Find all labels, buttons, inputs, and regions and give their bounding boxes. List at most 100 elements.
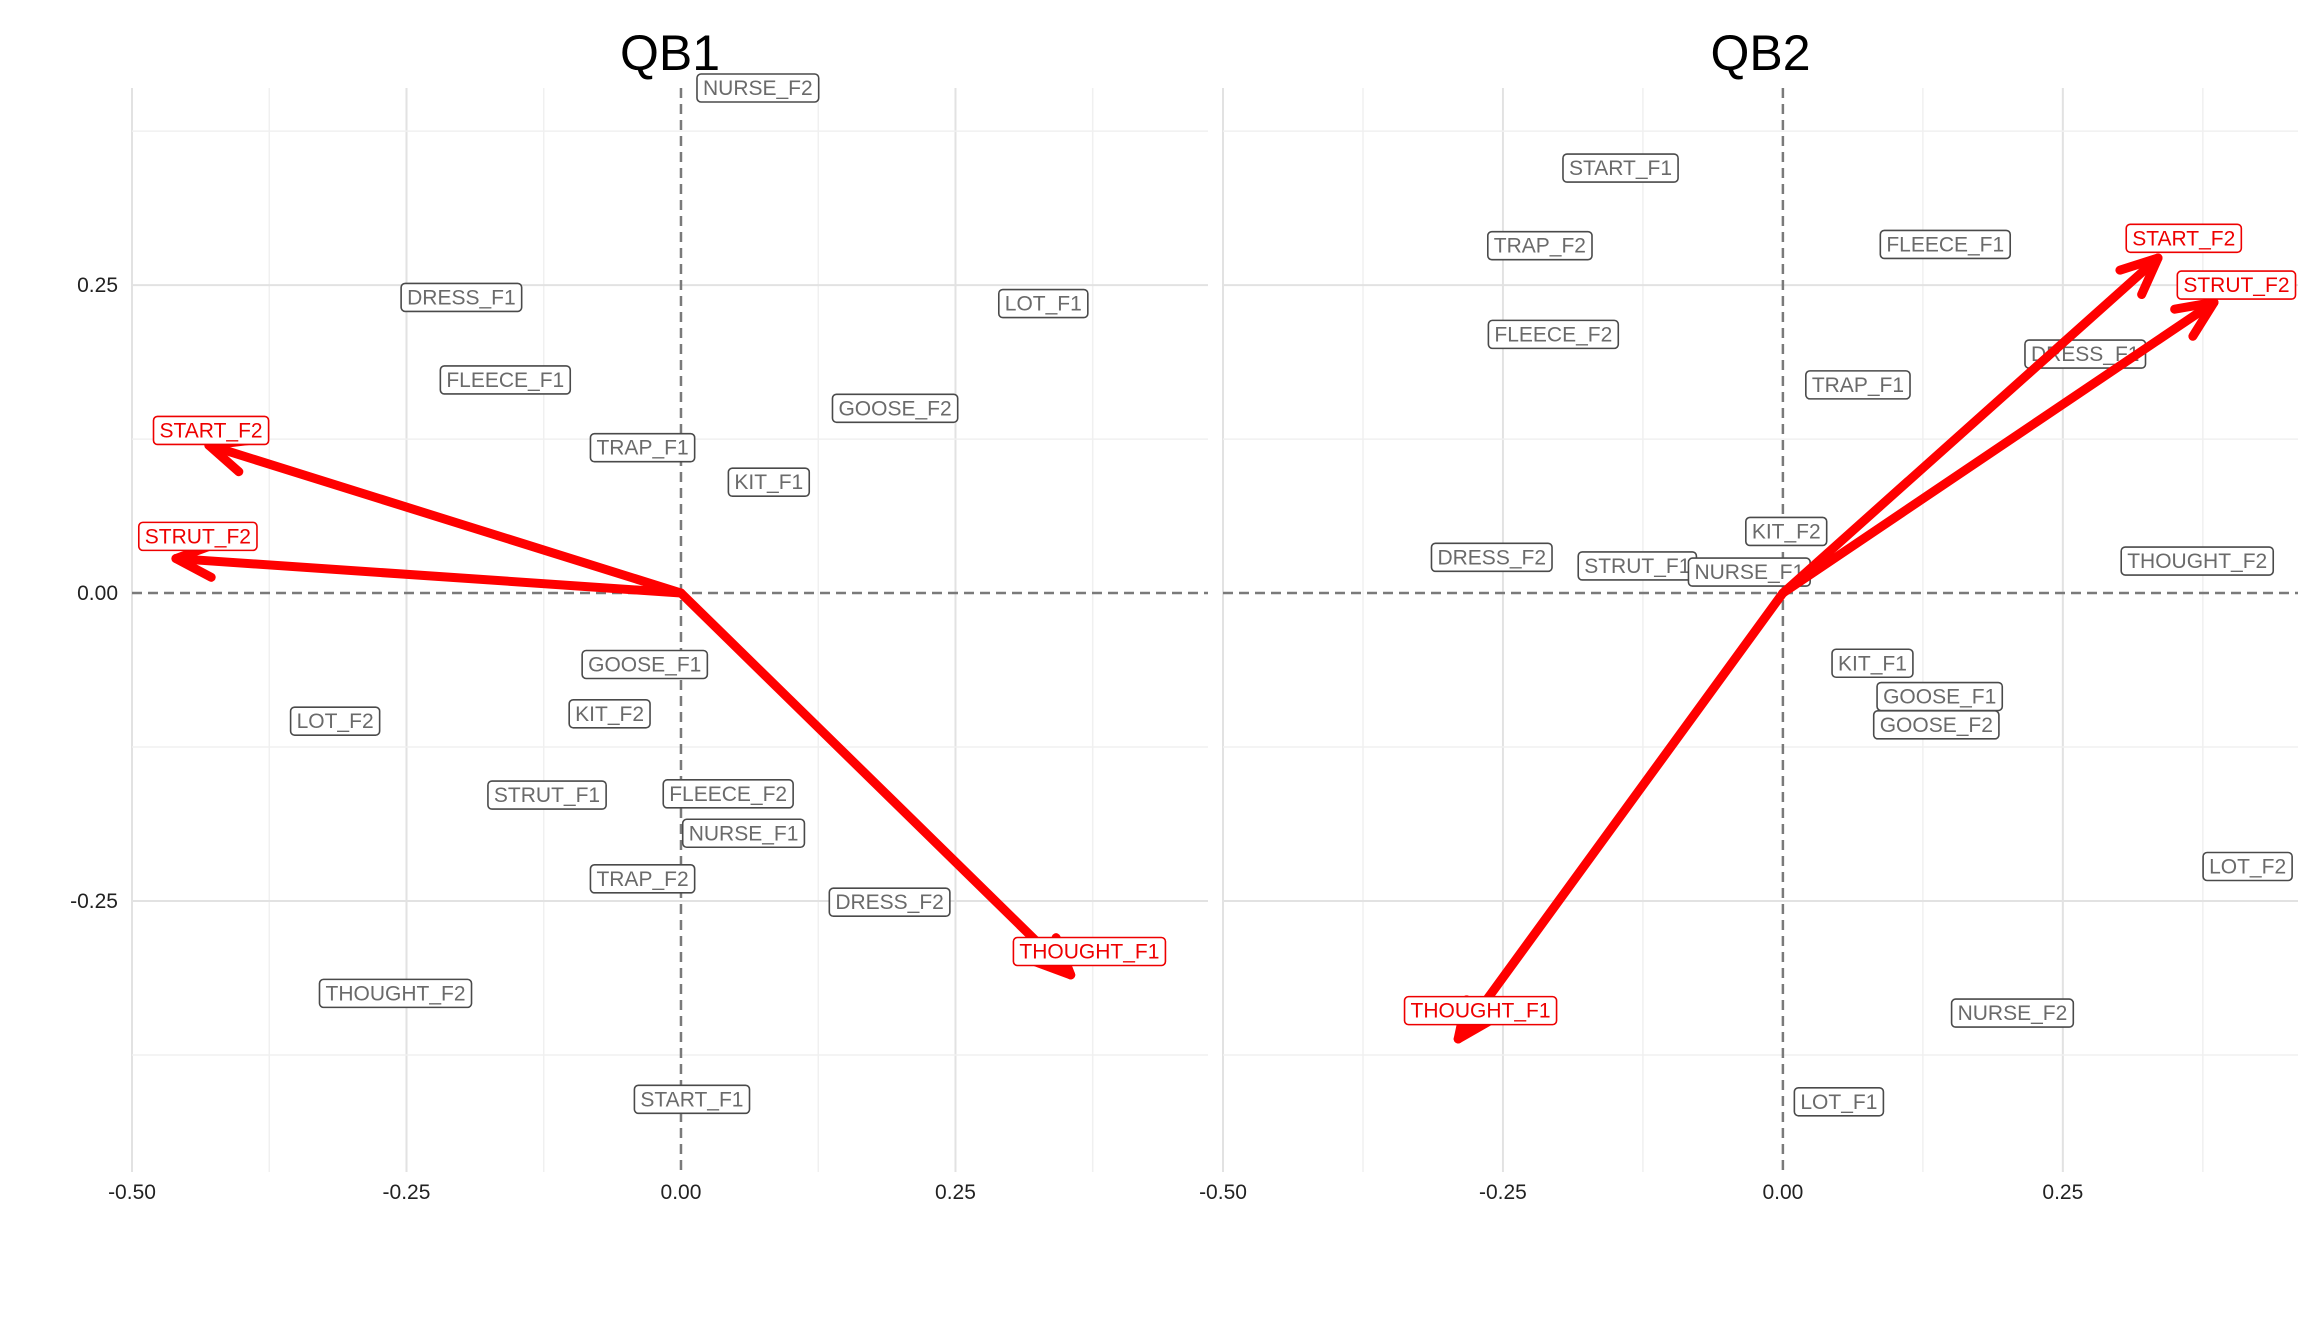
qb1-x-tick-label: -0.50 [108,1181,156,1204]
qb2-x-tick-label: 0.25 [2042,1181,2083,1204]
qb2-variable-label: THOUGHT_F2 [2120,546,2275,576]
qb2-supplementary-arrow: STRUT_F2 [1778,270,2297,598]
qb2-x-tick-label: -0.50 [1199,1181,1247,1204]
qb1-label-text: GOOSE_F2 [838,397,951,420]
qb2-label-box [2120,546,2275,576]
qb1-x-tick-label: -0.25 [383,1181,431,1204]
qb2-x-axis: -0.50 -0.25 0.00 0.25 [1199,1181,2083,1204]
qb1-label-text: GOOSE_F1 [588,653,701,676]
qb1-label-text: LOT_F1 [1005,293,1082,316]
qb1-variable-label: NURSE_F2 [696,73,820,103]
qb2-arrow-label-box [2125,223,2243,254]
qb2-arrow-head [2170,297,2219,341]
qb2-label-text: LOT_F2 [2209,856,2286,879]
qb2-variable-label: GOOSE_F1 [1876,681,2004,712]
qb2-label-text: FLEECE_F2 [1494,323,1612,346]
qb1-label-box [633,1084,751,1115]
qb2-arrow-label-box [2176,270,2297,300]
qb2-variable-label: KIT_F1 [1831,648,1914,679]
qb2-label-text: THOUGHT_F2 [2127,550,2267,573]
qb1-variable-label: LOT_F2 [289,706,381,736]
qb1-variable-labels: NURSE_F2 DRESS_F1 LOT_F1 FLEECE_F1 GOOSE_F2 T… [289,73,1089,1115]
qb1-variable-label: GOOSE_F2 [831,393,959,424]
qb1-label-box [487,780,607,810]
qb1-label-text: THOUGHT_F2 [326,982,466,1005]
qb1-x-tick-label: 0.00 [661,1181,702,1204]
panel-qb1: QB1 -0.50 -0.25 0.00 0.25 0.25 0.00 -0.2… [70,25,1208,1204]
qb2-label-text: NURSE_F1 [1694,561,1804,584]
qb1-variable-label: NURSE_F1 [681,818,806,849]
qb1-arrow-label-box [152,415,270,446]
qb1-label-box [681,818,806,849]
qb1-arrow-label-box [1012,936,1167,967]
qb2-supplementary-arrow: START_F2 [1778,223,2243,598]
qb2-x-tick-label: -0.25 [1479,1181,1527,1204]
qb2-supplementary-arrow: THOUGHT_F1 [1403,588,1788,1044]
qb2-label-text: LOT_F1 [1800,1091,1877,1114]
qb1-supplementary-arrows: START_F2 STRUT_F2 THOUGHT_F1 [137,415,1167,980]
qb1-label-box [439,365,572,395]
qb1-arrow-label-box [137,521,258,552]
qb1-arrow-shaft [676,588,1076,980]
qb1-grid [131,88,1208,1172]
qb1-variable-label: KIT_F2 [568,698,651,729]
qb1-label-text: LOT_F2 [297,710,374,733]
qb2-label-text: FLEECE_F1 [1886,233,2004,256]
qb1-variable-label: THOUGHT_F2 [318,978,473,1009]
qb2-arrow-head [2115,253,2163,299]
qb2-variable-label: LOT_F2 [2202,851,2293,882]
qb2-variable-label: NURSE_F1 [1687,557,1811,587]
qb1-label-box [589,864,696,894]
qb1-variable-label: FLEECE_F1 [439,365,572,395]
qb1-label-box [831,393,959,424]
qb1-variable-label: KIT_F1 [727,467,811,497]
qb2-arrow-shaft [1778,253,2163,598]
qb2-supplementary-arrows: START_F2 STRUT_F2 THOUGHT_F1 [1403,223,2297,1044]
qb1-label-text: FLEECE_F2 [669,783,787,806]
qb1-x-axis: -0.50 -0.25 0.00 0.25 [108,1181,976,1204]
qb1-variable-label: TRAP_F1 [589,432,696,463]
qb1-variable-label: TRAP_F2 [589,864,696,894]
qb2-label-box [1486,230,1593,261]
qb2-variable-label: DRESS_F2 [1430,542,1553,573]
qb1-label-box [400,282,523,313]
qb2-label-box [1487,319,1620,350]
qb2-panel-title: QB2 [1710,25,1810,81]
qb1-label-box [828,887,951,918]
qb1-label-text: TRAP_F1 [596,437,688,460]
qb2-arrow-shaft [1453,588,1788,1044]
qb1-x-tick-label: 0.25 [935,1181,976,1204]
qb2-label-box [1745,516,1828,547]
qb1-label-text: NURSE_F1 [689,822,799,845]
qb2-variable-label: KIT_F2 [1745,516,1828,547]
qb2-label-text: TRAP_F2 [1494,235,1586,258]
qb1-arrow-label: STRUT_F2 [145,525,251,548]
qb2-label-box [1562,153,1679,183]
qb2-label-box [1831,648,1914,679]
qb1-panel-title: QB1 [620,25,720,81]
qb2-label-box [1872,710,2000,740]
qb1-label-text: KIT_F1 [734,471,803,494]
qb2-variable-label: START_F1 [1562,153,1679,183]
qb1-arrow-shaft [171,554,686,598]
qb2-label-text: GOOSE_F1 [1883,686,1996,709]
qb2-label-box [1879,229,2012,260]
qb1-label-box [696,73,820,103]
qb2-variable-label: NURSE_F2 [1950,998,2075,1028]
qb1-arrow-label: START_F2 [160,419,263,442]
qb1-variable-label: GOOSE_F1 [581,649,709,680]
qb1-label-box [568,698,651,729]
qb2-arrow-label: START_F2 [2132,227,2235,250]
qb2-variable-label: LOT_F1 [1793,1086,1885,1117]
qb1-y-tick-label: -0.25 [70,890,118,913]
qb1-variable-label: START_F1 [633,1084,751,1115]
qb2-variable-label: STRUT_F1 [1577,551,1698,581]
qb1-label-text: DRESS_F1 [407,286,516,309]
qb2-variable-label: TRAP_F1 [1805,370,1911,400]
qb1-label-box [289,706,381,736]
qb1-label-text: DRESS_F2 [835,891,944,914]
qb2-label-text: GOOSE_F2 [1880,714,1993,737]
qb2-x-tick-label: 0.00 [1762,1181,1803,1204]
